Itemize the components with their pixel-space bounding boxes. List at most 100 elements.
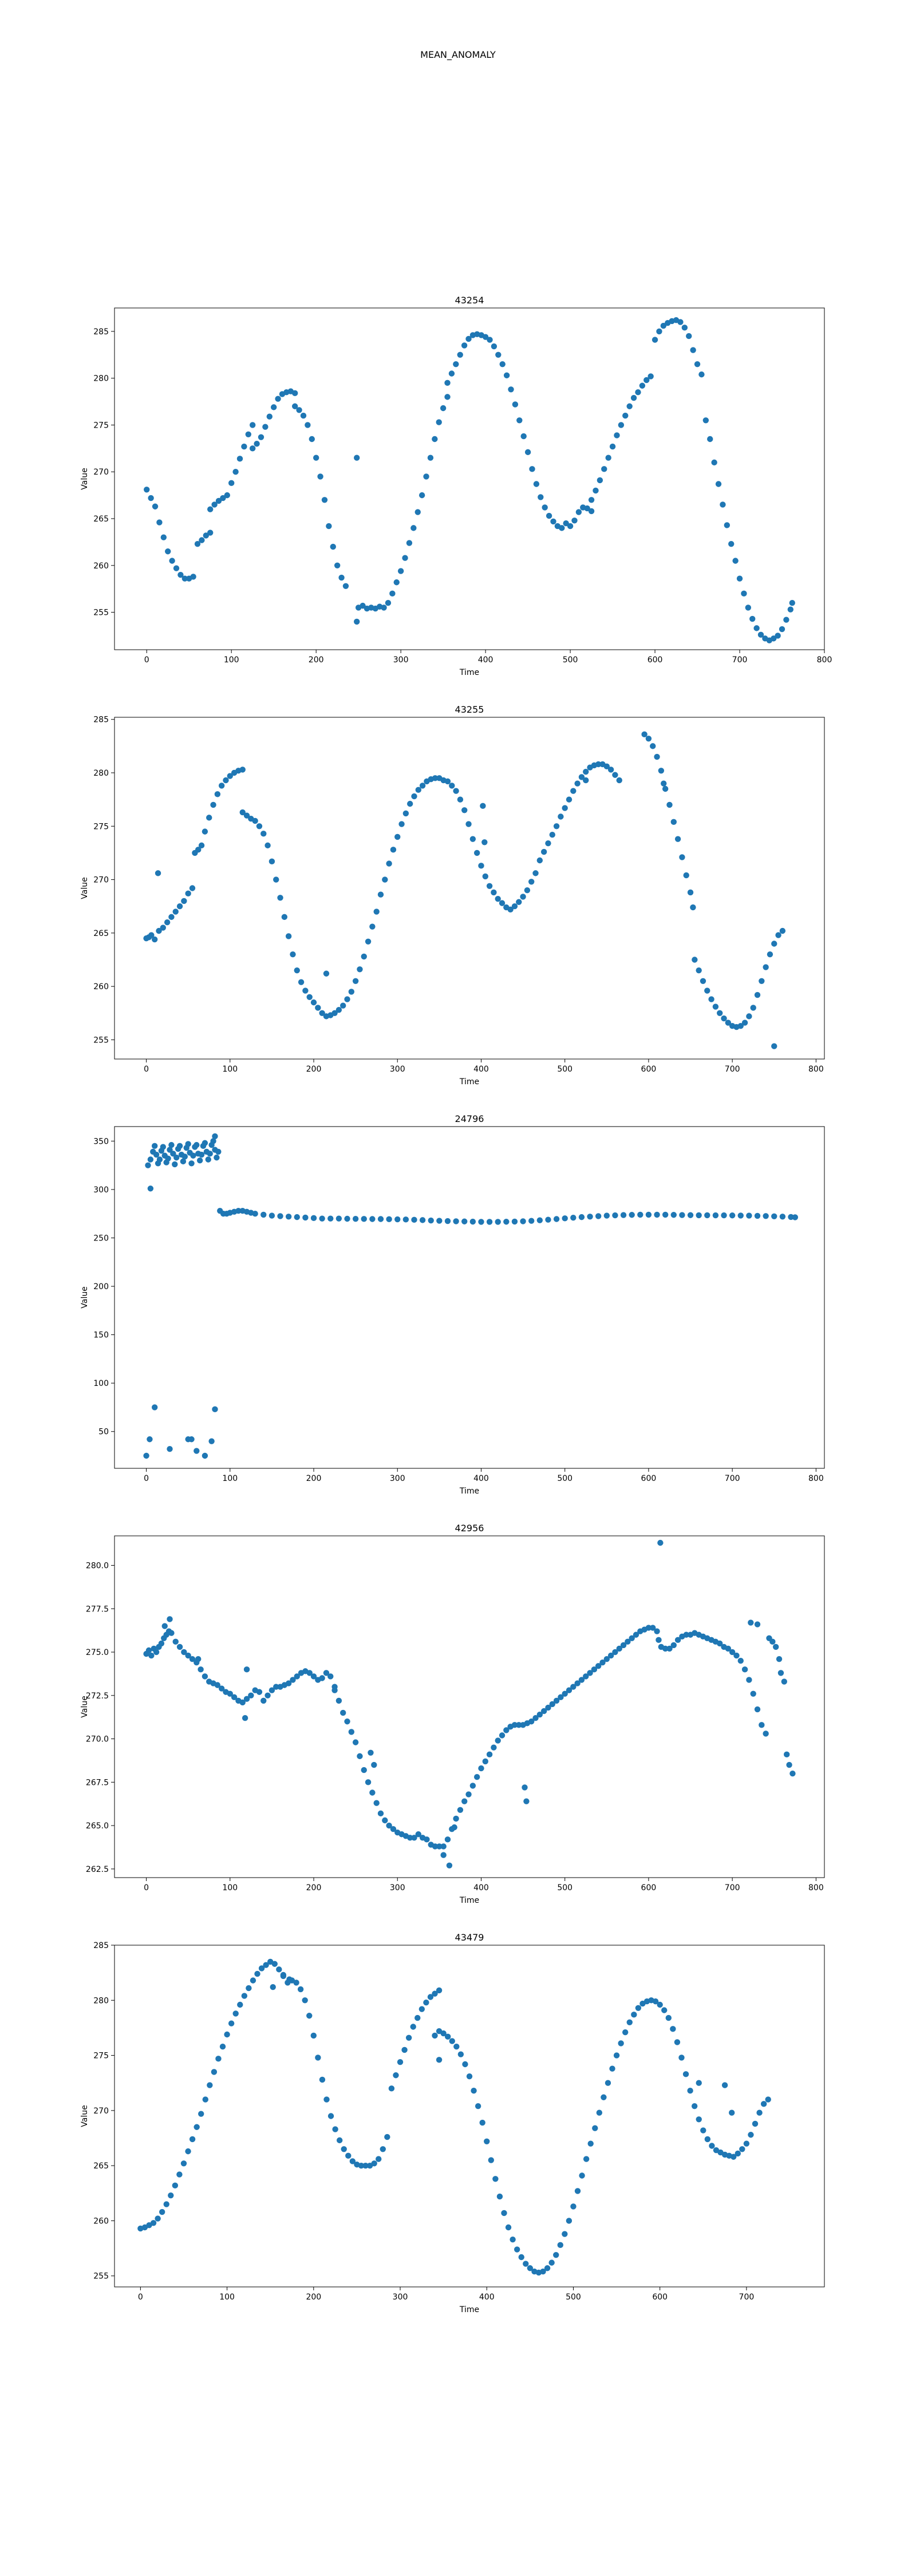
chart-3-point-139 <box>523 1798 529 1804</box>
chart-1-point-6 <box>160 924 166 930</box>
chart-3-point-53 <box>244 1666 250 1672</box>
chart-4-ylabel: Value <box>80 2105 89 2127</box>
chart-1-point-98 <box>532 870 538 876</box>
chart-0-point-74 <box>444 394 450 400</box>
chart-2-point-11 <box>165 1156 171 1161</box>
chart-3-point-60 <box>353 1739 358 1745</box>
chart-2-point-79 <box>386 1216 392 1222</box>
chart-4-point-66 <box>410 2024 416 2029</box>
chart-4-point-63 <box>397 2059 403 2065</box>
chart-3-point-135 <box>440 1852 446 1858</box>
chart-0-ytick-label-2: 265 <box>93 515 109 524</box>
chart-4-point-88 <box>497 2194 503 2199</box>
chart-2-point-120 <box>729 1212 735 1218</box>
chart-2-point-31 <box>199 1152 204 1157</box>
chart-1-point-113 <box>583 769 589 775</box>
chart-3-point-133 <box>368 1750 373 1756</box>
chart-4-point-85 <box>484 2139 489 2144</box>
chart-4-point-83 <box>475 2103 481 2109</box>
chart-2-ytick-label-2: 150 <box>93 1331 109 1340</box>
subplot-24796: 247960 100 200 300 400 500 600 700 8005010015020… <box>0 1111 916 1523</box>
chart-3-point-18 <box>202 1673 208 1679</box>
chart-4-point-10 <box>181 2160 187 2166</box>
chart-1-point-70 <box>416 787 421 793</box>
subplot-43479: 434790 100 200 300 400 500 600 7002552602652702… <box>0 1929 916 2341</box>
chart-2-point-0 <box>145 1162 151 1168</box>
chart-3-point-11 <box>173 1639 179 1645</box>
chart-1-point-65 <box>394 834 400 840</box>
chart-3-point-145 <box>671 1642 677 1648</box>
chart-3-xtick-label-1: 100 <box>222 1883 238 1893</box>
chart-4-point-62 <box>393 2072 398 2078</box>
chart-0-xtick-label-0: 0 <box>144 655 149 665</box>
chart-2-point-80 <box>394 1216 400 1222</box>
chart-2-point-8 <box>160 1144 166 1149</box>
chart-4-point-73 <box>432 2033 437 2038</box>
chart-2-point-78 <box>378 1216 384 1222</box>
chart-3-point-55 <box>331 1688 337 1693</box>
chart-0-point-158 <box>789 600 795 606</box>
chart-2-point-103 <box>587 1214 593 1219</box>
subplot-43254: 432540 100 200 300 400 500 600 700 8002552602652… <box>0 292 916 704</box>
chart-2-point-16 <box>173 1155 179 1160</box>
chart-2-point-95 <box>520 1218 526 1224</box>
chart-1-point-80 <box>457 796 463 802</box>
chart-2-point-18 <box>177 1143 183 1149</box>
chart-0-point-137 <box>703 417 709 423</box>
chart-1-point-138 <box>700 978 706 984</box>
chart-1-ytick-label-4: 275 <box>93 822 109 831</box>
chart-2-point-76 <box>361 1216 367 1222</box>
chart-0-xtick-label-4: 400 <box>478 655 493 665</box>
chart-2-point-75 <box>353 1216 358 1222</box>
chart-3-axes-frame <box>114 1536 824 1878</box>
chart-3-point-54 <box>242 1715 248 1721</box>
chart-3-point-136 <box>447 1863 452 1868</box>
chart-1-point-64 <box>390 847 396 852</box>
chart-4-point-20 <box>224 2032 230 2037</box>
chart-4-point-108 <box>583 2156 589 2162</box>
chart-1-point-33 <box>264 843 270 848</box>
chart-1-point-119 <box>608 767 614 772</box>
chart-1-point-157 <box>780 928 785 934</box>
chart-2-point-125 <box>771 1214 777 1219</box>
chart-4-point-147 <box>752 2121 758 2127</box>
chart-0-point-51 <box>354 455 360 461</box>
chart-4-point-104 <box>566 2218 572 2223</box>
chart-3-point-175 <box>781 1678 787 1684</box>
chart-4-point-7 <box>168 2192 173 2198</box>
chart-4-point-69 <box>423 2000 429 2005</box>
chart-3-point-132 <box>654 1628 660 1634</box>
chart-4-point-6 <box>164 2201 169 2207</box>
chart-3-point-137 <box>451 1824 457 1830</box>
chart-3-point-17 <box>198 1666 203 1672</box>
chart-0-point-67 <box>415 509 421 515</box>
chart-1-point-61 <box>378 891 384 897</box>
chart-0-point-23 <box>237 456 243 461</box>
chart-4-point-12 <box>189 2136 195 2142</box>
chart-4-point-57 <box>384 2134 390 2140</box>
chart-4-point-27 <box>254 1971 260 1977</box>
chart-4-point-119 <box>631 2012 637 2017</box>
chart-2-point-113 <box>671 1212 677 1218</box>
chart-2-point-65 <box>269 1212 275 1218</box>
chart-3-point-59 <box>349 1729 354 1735</box>
chart-0-xtick-label-5: 500 <box>563 655 578 665</box>
chart-4-point-41 <box>315 2055 321 2060</box>
chart-3-point-36 <box>264 1693 270 1698</box>
chart-0-point-98 <box>542 504 547 510</box>
chart-1-point-137 <box>696 967 701 973</box>
chart-3-point-177 <box>786 1762 792 1768</box>
chart-0-point-157 <box>788 606 793 612</box>
chart-2-point-118 <box>713 1212 718 1218</box>
chart-4-point-54 <box>371 2160 377 2166</box>
chart-1-point-89 <box>495 896 501 902</box>
chart-2-xlabel: Time <box>459 1487 479 1496</box>
chart-1-point-106 <box>554 823 559 829</box>
chart-2-point-46 <box>152 1404 157 1410</box>
chart-1-point-128 <box>662 786 668 792</box>
chart-1-point-18 <box>206 815 212 820</box>
chart-2-point-43 <box>148 1186 153 1191</box>
chart-3-point-167 <box>763 1730 768 1736</box>
chart-4-xtick-label-0: 0 <box>138 2293 143 2302</box>
